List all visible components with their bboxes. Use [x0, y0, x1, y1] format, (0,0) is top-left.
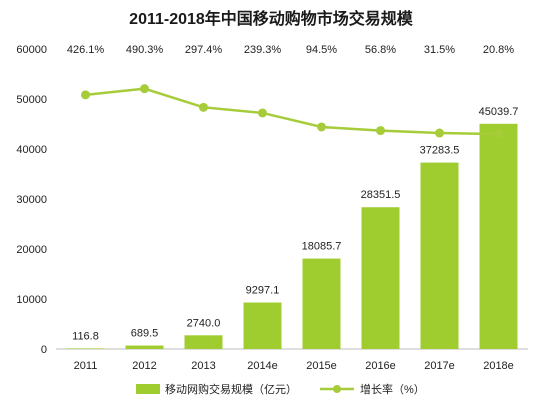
growth-line [85, 87, 499, 136]
y-tick-label: 40000 [16, 144, 47, 156]
bar [479, 123, 518, 349]
x-tick-label: 2018e [483, 360, 514, 372]
y-tick-label: 0 [41, 344, 47, 356]
growth-line-series: 426.1% 490.3% 297.4% 239.3% 94.5% 56.8% 31.5% 2… [67, 44, 514, 139]
bar [361, 207, 400, 349]
growth-label: 94.5% [306, 44, 337, 56]
x-tick-label: 2013 [191, 360, 215, 372]
growth-label: 31.5% [424, 44, 455, 56]
legend-bar-swatch [136, 384, 160, 394]
x-tick-label: 2017e [424, 360, 455, 372]
growth-label: 297.4% [185, 44, 223, 56]
bar-value-label: 689.5 [131, 328, 159, 340]
y-tick-label: 50000 [16, 94, 47, 106]
y-tick-label: 60000 [16, 44, 47, 56]
bar [66, 348, 105, 349]
x-axis: 2011 2012 2013 2014e 2015e 2016e 2017e 2018e [56, 348, 528, 372]
growth-point [258, 108, 267, 118]
bar-series [66, 123, 518, 349]
bar [302, 258, 341, 349]
bar-value-label: 45039.7 [479, 106, 519, 118]
growth-point [199, 102, 208, 112]
x-tick-label: 2012 [132, 360, 156, 372]
x-tick-label: 2014e [247, 360, 278, 372]
bar-value-label: 116.8 [72, 330, 99, 342]
growth-label: 239.3% [244, 44, 282, 56]
legend-line-label: 增长率（%） [360, 382, 425, 396]
y-tick-label: 30000 [16, 194, 47, 206]
bar-value-label: 28351.5 [361, 189, 401, 201]
bar-value-label: 37283.5 [420, 145, 460, 157]
legend-bar-label: 移动网购交易规模（亿元） [165, 382, 297, 396]
bar-value-label: 18085.7 [302, 241, 342, 253]
bar-value-label: 2740.0 [187, 317, 221, 329]
growth-label: 426.1% [67, 44, 105, 56]
y-tick-label: 20000 [16, 244, 47, 256]
x-tick-label: 2011 [74, 360, 98, 372]
bar [243, 302, 282, 349]
bar [184, 335, 223, 349]
bar [420, 162, 459, 349]
bar-value-label: 9297.1 [246, 285, 280, 297]
growth-label: 56.8% [365, 44, 396, 56]
growth-point [317, 122, 326, 132]
chart-title: 2011-2018年中国移动购物市场交易规模 [129, 9, 414, 28]
x-tick-label: 2015e [306, 360, 337, 372]
bar-value-labels: 116.8 689.5 2740.0 9297.1 18085.7 28351.5 3728… [72, 106, 518, 343]
growth-point [140, 84, 149, 94]
legend-line-marker [333, 385, 341, 393]
legend: 移动网购交易规模（亿元） 增长率（%） [136, 382, 425, 396]
y-axis: 0 10000 20000 30000 40000 50000 60000 [16, 44, 47, 356]
growth-label: 20.8% [483, 44, 514, 56]
y-tick-label: 10000 [16, 294, 47, 306]
bar [125, 345, 164, 349]
growth-point [494, 129, 503, 139]
growth-point [81, 90, 90, 100]
growth-label: 490.3% [126, 44, 164, 56]
growth-point [435, 128, 444, 138]
growth-point [376, 126, 385, 136]
x-tick-label: 2016e [365, 360, 396, 372]
